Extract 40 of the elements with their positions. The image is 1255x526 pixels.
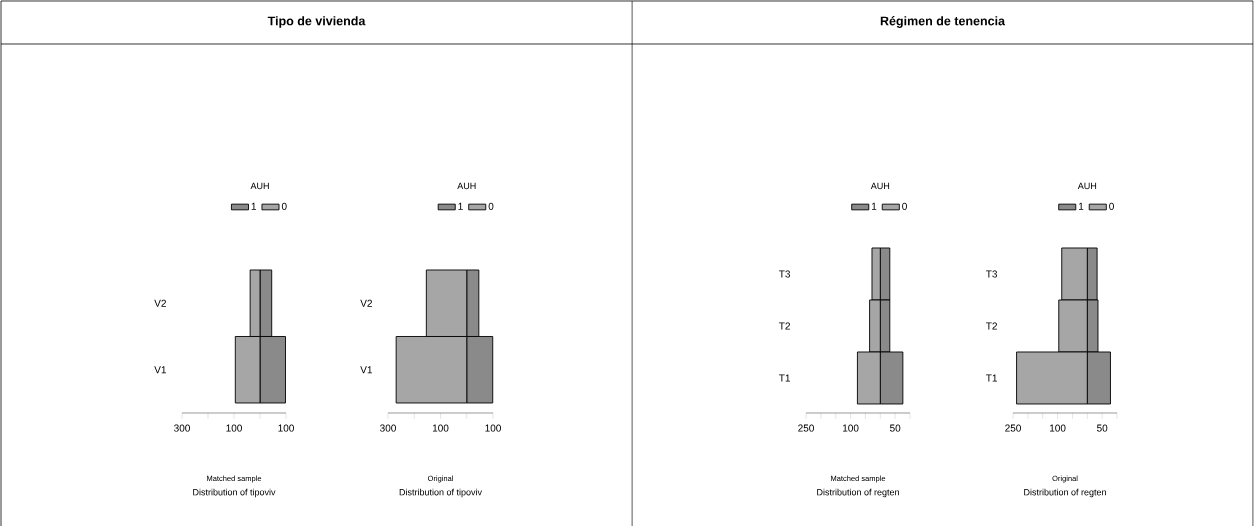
legend-label: 1 (1079, 202, 1084, 210)
y-tick-label: T2 (986, 322, 997, 330)
legend-label: 1 (458, 202, 463, 210)
y-tick-label: T1 (779, 374, 790, 382)
y-tick-label: V1 (360, 366, 372, 373)
legend-label: 1 (872, 202, 877, 210)
x-tick-label: 50 (1097, 424, 1108, 432)
x-axis-title: Distribution of tipoviv (399, 488, 482, 497)
x-tick-label: 100 (485, 424, 501, 432)
x-tick-label: 100 (278, 424, 294, 432)
x-tick-label: 100 (226, 424, 242, 432)
y-tick-label: T2 (779, 322, 790, 330)
legend-label: 0 (902, 202, 907, 210)
y-tick-label: T3 (779, 270, 791, 278)
x-axis-title: Distribution of regten (817, 488, 899, 497)
x-axis-title: Distribution of regten (1024, 488, 1106, 497)
x-axis-title: Distribution of tipoviv (193, 488, 276, 497)
legend-label: 0 (281, 202, 287, 210)
legend-title: AUH (457, 182, 476, 189)
legend-label: 0 (1109, 202, 1114, 210)
y-tick-label: V2 (360, 299, 372, 307)
legend-label: 0 (488, 202, 494, 210)
x-tick-label: 300 (380, 424, 396, 432)
text: Régimen de tenencia (880, 15, 1006, 28)
x-tick-label: 100 (432, 424, 449, 432)
x-tick-label: 250 (1005, 424, 1021, 432)
x-tick-label: 300 (174, 424, 190, 432)
legend-label: 1 (251, 202, 257, 210)
legend-title: AUH (1077, 182, 1097, 189)
x-tick-label: 250 (798, 424, 814, 432)
x-tick-label: 100 (1050, 424, 1066, 432)
y-tick-label: T1 (986, 374, 997, 382)
text: Tipo de vivienda (267, 15, 366, 28)
legend-title: AUH (870, 182, 890, 189)
legend-title: AUH (250, 182, 269, 189)
y-tick-label: V1 (154, 366, 166, 373)
y-tick-label: V2 (154, 299, 166, 307)
x-tick-label: 100 (843, 424, 859, 432)
y-tick-label: T3 (986, 270, 998, 278)
x-tick-label: 50 (890, 424, 901, 432)
